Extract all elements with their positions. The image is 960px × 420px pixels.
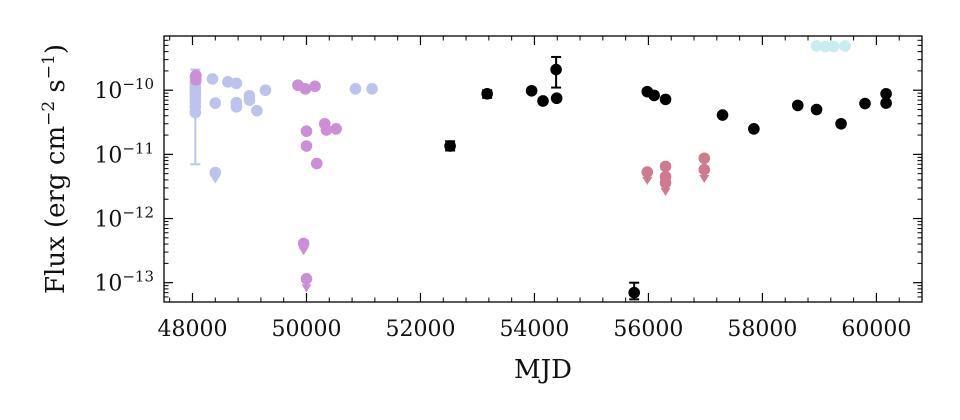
data-point [880,97,892,109]
data-point [481,87,493,100]
y-axis-label-mid: s [41,79,71,101]
y-tick-label: 10−13 [94,268,154,297]
x-tick-label: 56000 [613,317,683,342]
y-tick-label: 10−12 [94,204,154,233]
data-point [537,95,549,107]
x-tick-label: 48000 [157,317,227,342]
x-tick-label: 60000 [841,317,911,342]
data-point [525,84,538,97]
data-point [320,124,333,136]
data-point [791,99,804,112]
upper-limit-marker [660,187,671,196]
data-point [366,83,378,95]
y-axis-label-exp1: −2 [39,101,59,126]
data-point [206,73,219,85]
y-tick-label: 10−10 [94,75,154,104]
data-point [659,93,672,106]
data-point [243,94,256,106]
data-point [859,97,871,110]
data-point [251,104,263,117]
data-point [550,63,562,76]
upper-limit-marker [301,284,312,293]
data-point [819,40,831,53]
data-point [330,123,342,135]
upper-limit-marker [210,175,221,184]
data-point [300,140,313,152]
x-tick-label: 50000 [271,317,341,342]
data-point [835,117,847,130]
data-point [189,106,202,119]
data-point [648,89,660,102]
data-point [827,40,840,53]
y-axis-label: Flux (erg cm−2 s−1) [39,44,71,294]
data-point [300,125,313,137]
data-point [190,74,202,86]
data-point [209,166,222,179]
data-point [839,40,851,52]
plot-frame [163,35,923,303]
data-point [310,157,323,170]
data-point [550,92,563,105]
data-point [444,140,456,152]
upper-limit-marker [298,247,309,256]
data-point [230,101,243,113]
upper-limit-marker [660,183,671,192]
y-tick-label: 10−11 [94,139,154,168]
data-point [716,109,729,121]
data-point [299,83,312,95]
data-point [748,123,760,135]
data-point [230,77,243,90]
data-point [810,40,823,52]
data-point [659,160,672,173]
data-point [309,80,321,93]
x-tick-label: 54000 [499,317,569,342]
x-axis-label: MJD [514,355,572,385]
y-axis-label-exp2: −1 [39,54,59,79]
data-point [698,152,711,165]
data-point [209,97,222,109]
data-point [259,84,272,97]
data-point [880,87,892,100]
y-axis-label-close: ) [41,44,71,54]
data-marks [189,40,892,301]
upper-limit-marker [642,176,653,185]
upper-limit-marker [699,174,710,183]
y-axis-label-main: Flux (erg cm [41,126,71,294]
x-tick-label: 58000 [727,317,797,342]
data-point [297,237,310,250]
data-point [300,272,313,285]
data-point [698,163,711,176]
data-point [349,83,362,95]
data-point [641,166,654,178]
data-point [628,286,640,299]
x-tick-label: 52000 [385,317,455,342]
data-point [810,103,823,116]
data-point [222,76,234,88]
axis-ticks: 48000 50000 52000 54000 56000 58000 60000 10−13… [94,36,923,342]
